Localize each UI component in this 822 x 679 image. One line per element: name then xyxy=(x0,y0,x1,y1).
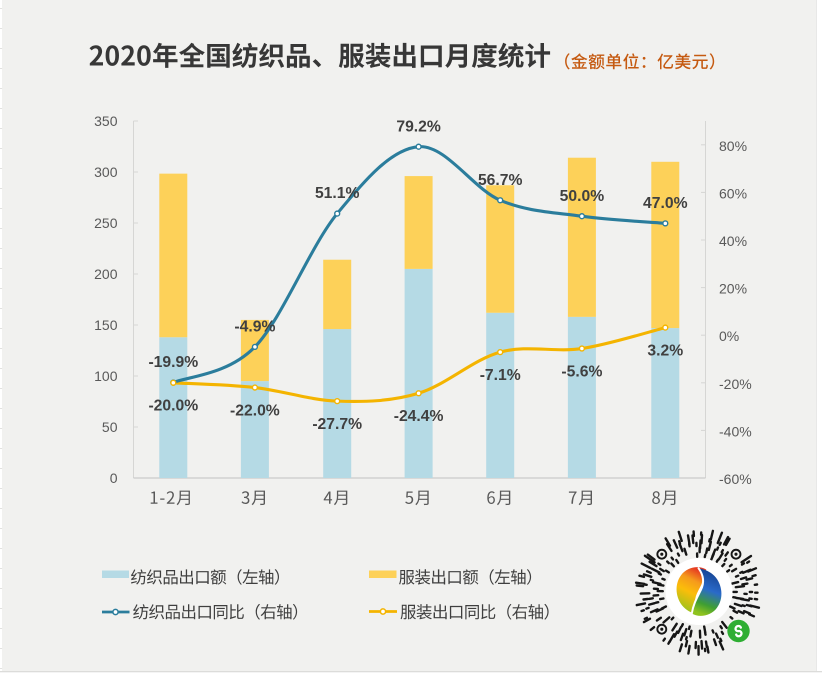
svg-text:47.0%: 47.0% xyxy=(643,195,688,212)
svg-text:200: 200 xyxy=(94,266,118,282)
svg-text:250: 250 xyxy=(94,215,118,231)
svg-text:350: 350 xyxy=(94,113,118,129)
svg-text:50: 50 xyxy=(102,419,118,435)
svg-text:79.2%: 79.2% xyxy=(396,118,441,135)
svg-text:50.0%: 50.0% xyxy=(560,188,605,205)
svg-text:0%: 0% xyxy=(719,328,739,344)
svg-text:-27.7%: -27.7% xyxy=(312,416,362,433)
svg-text:51.1%: 51.1% xyxy=(315,185,360,202)
svg-text:20%: 20% xyxy=(719,281,747,297)
svg-text:0: 0 xyxy=(110,470,118,486)
svg-text:56.7%: 56.7% xyxy=(478,172,523,189)
svg-text:3.2%: 3.2% xyxy=(647,343,683,360)
svg-text:80%: 80% xyxy=(719,138,747,154)
svg-text:-19.9%: -19.9% xyxy=(148,354,198,371)
svg-text:60%: 60% xyxy=(719,185,747,201)
svg-text:-24.4%: -24.4% xyxy=(394,408,444,425)
svg-text:-5.6%: -5.6% xyxy=(561,363,602,380)
svg-text:-4.9%: -4.9% xyxy=(234,319,275,336)
svg-text:-7.1%: -7.1% xyxy=(480,367,521,384)
svg-text:100: 100 xyxy=(94,368,118,384)
svg-text:-20%: -20% xyxy=(719,376,752,392)
svg-text:40%: 40% xyxy=(719,233,747,249)
svg-text:-40%: -40% xyxy=(719,423,752,439)
svg-text:-22.0%: -22.0% xyxy=(230,403,280,420)
svg-text:300: 300 xyxy=(94,164,118,180)
svg-text:150: 150 xyxy=(94,317,118,333)
svg-text:-60%: -60% xyxy=(719,471,752,487)
svg-text:-20.0%: -20.0% xyxy=(148,398,198,415)
